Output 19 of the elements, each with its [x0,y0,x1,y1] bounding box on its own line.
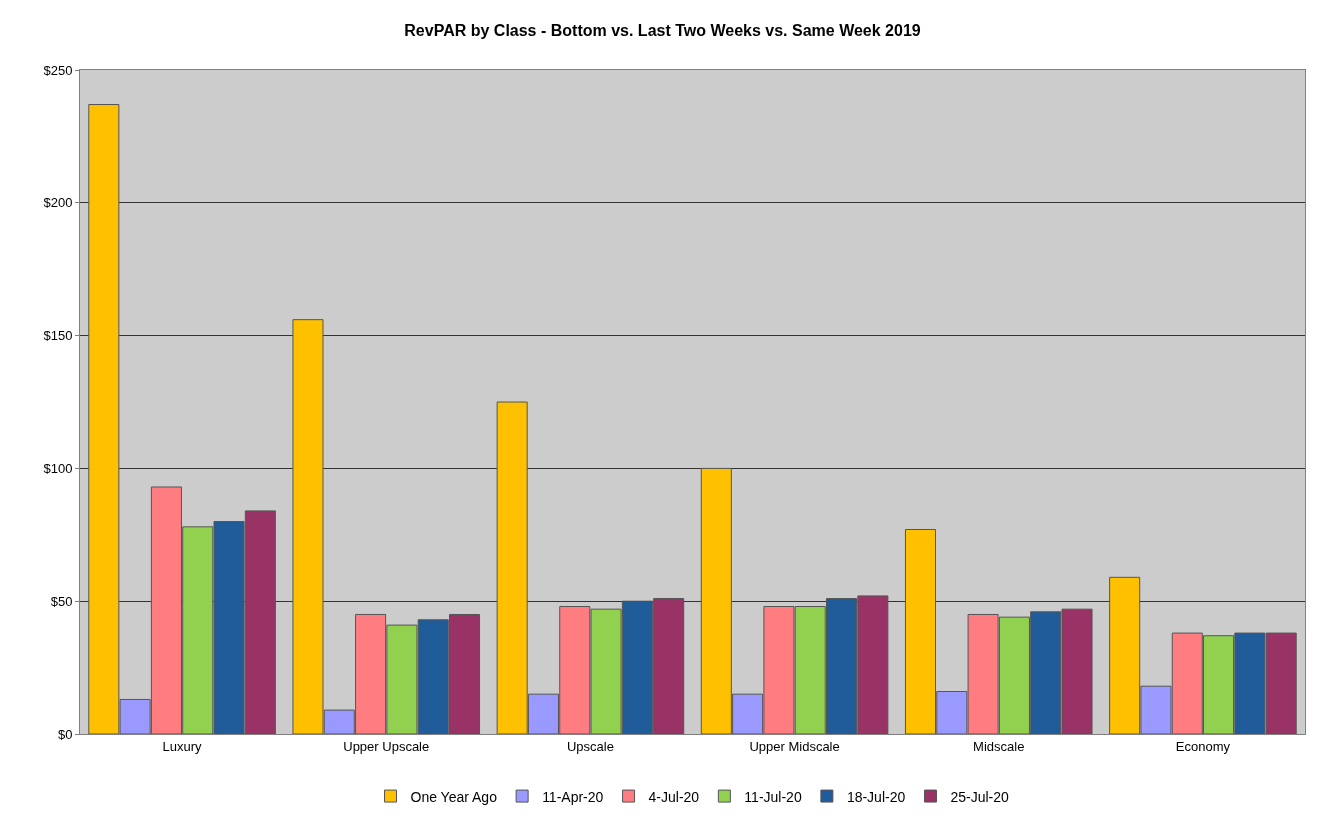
legend-label: 18-Jul-20 [846,788,906,805]
chart-title: RevPAR by Class - Bottom vs. Last Two Weeks vs. Same Week 2019 [404,21,921,39]
y-tick-label: $250 [43,62,73,78]
x-tick-label: Luxury [162,738,203,754]
legend-label: 11-Apr-20 [542,788,604,805]
y-tick-label: $150 [43,328,73,344]
legend-label: 4-Jul-20 [648,788,700,805]
legend-label: 11-Jul-20 [744,788,802,805]
y-tick-label: $200 [43,195,73,211]
legend-label: One Year Ago [410,788,498,805]
y-tick-label: $100 [43,460,73,476]
x-tick-label: Upper Midscale [749,738,840,754]
x-tick-label: Upper Upscale [343,738,430,754]
x-tick-label: Upscale [566,738,614,754]
legend-label: 25-Jul-20 [950,788,1010,805]
x-tick-label: Midscale [973,738,1025,754]
y-tick-label: $50 [50,593,73,609]
x-tick-label: Economy [1175,738,1231,754]
y-tick-label: $0 [57,726,73,742]
